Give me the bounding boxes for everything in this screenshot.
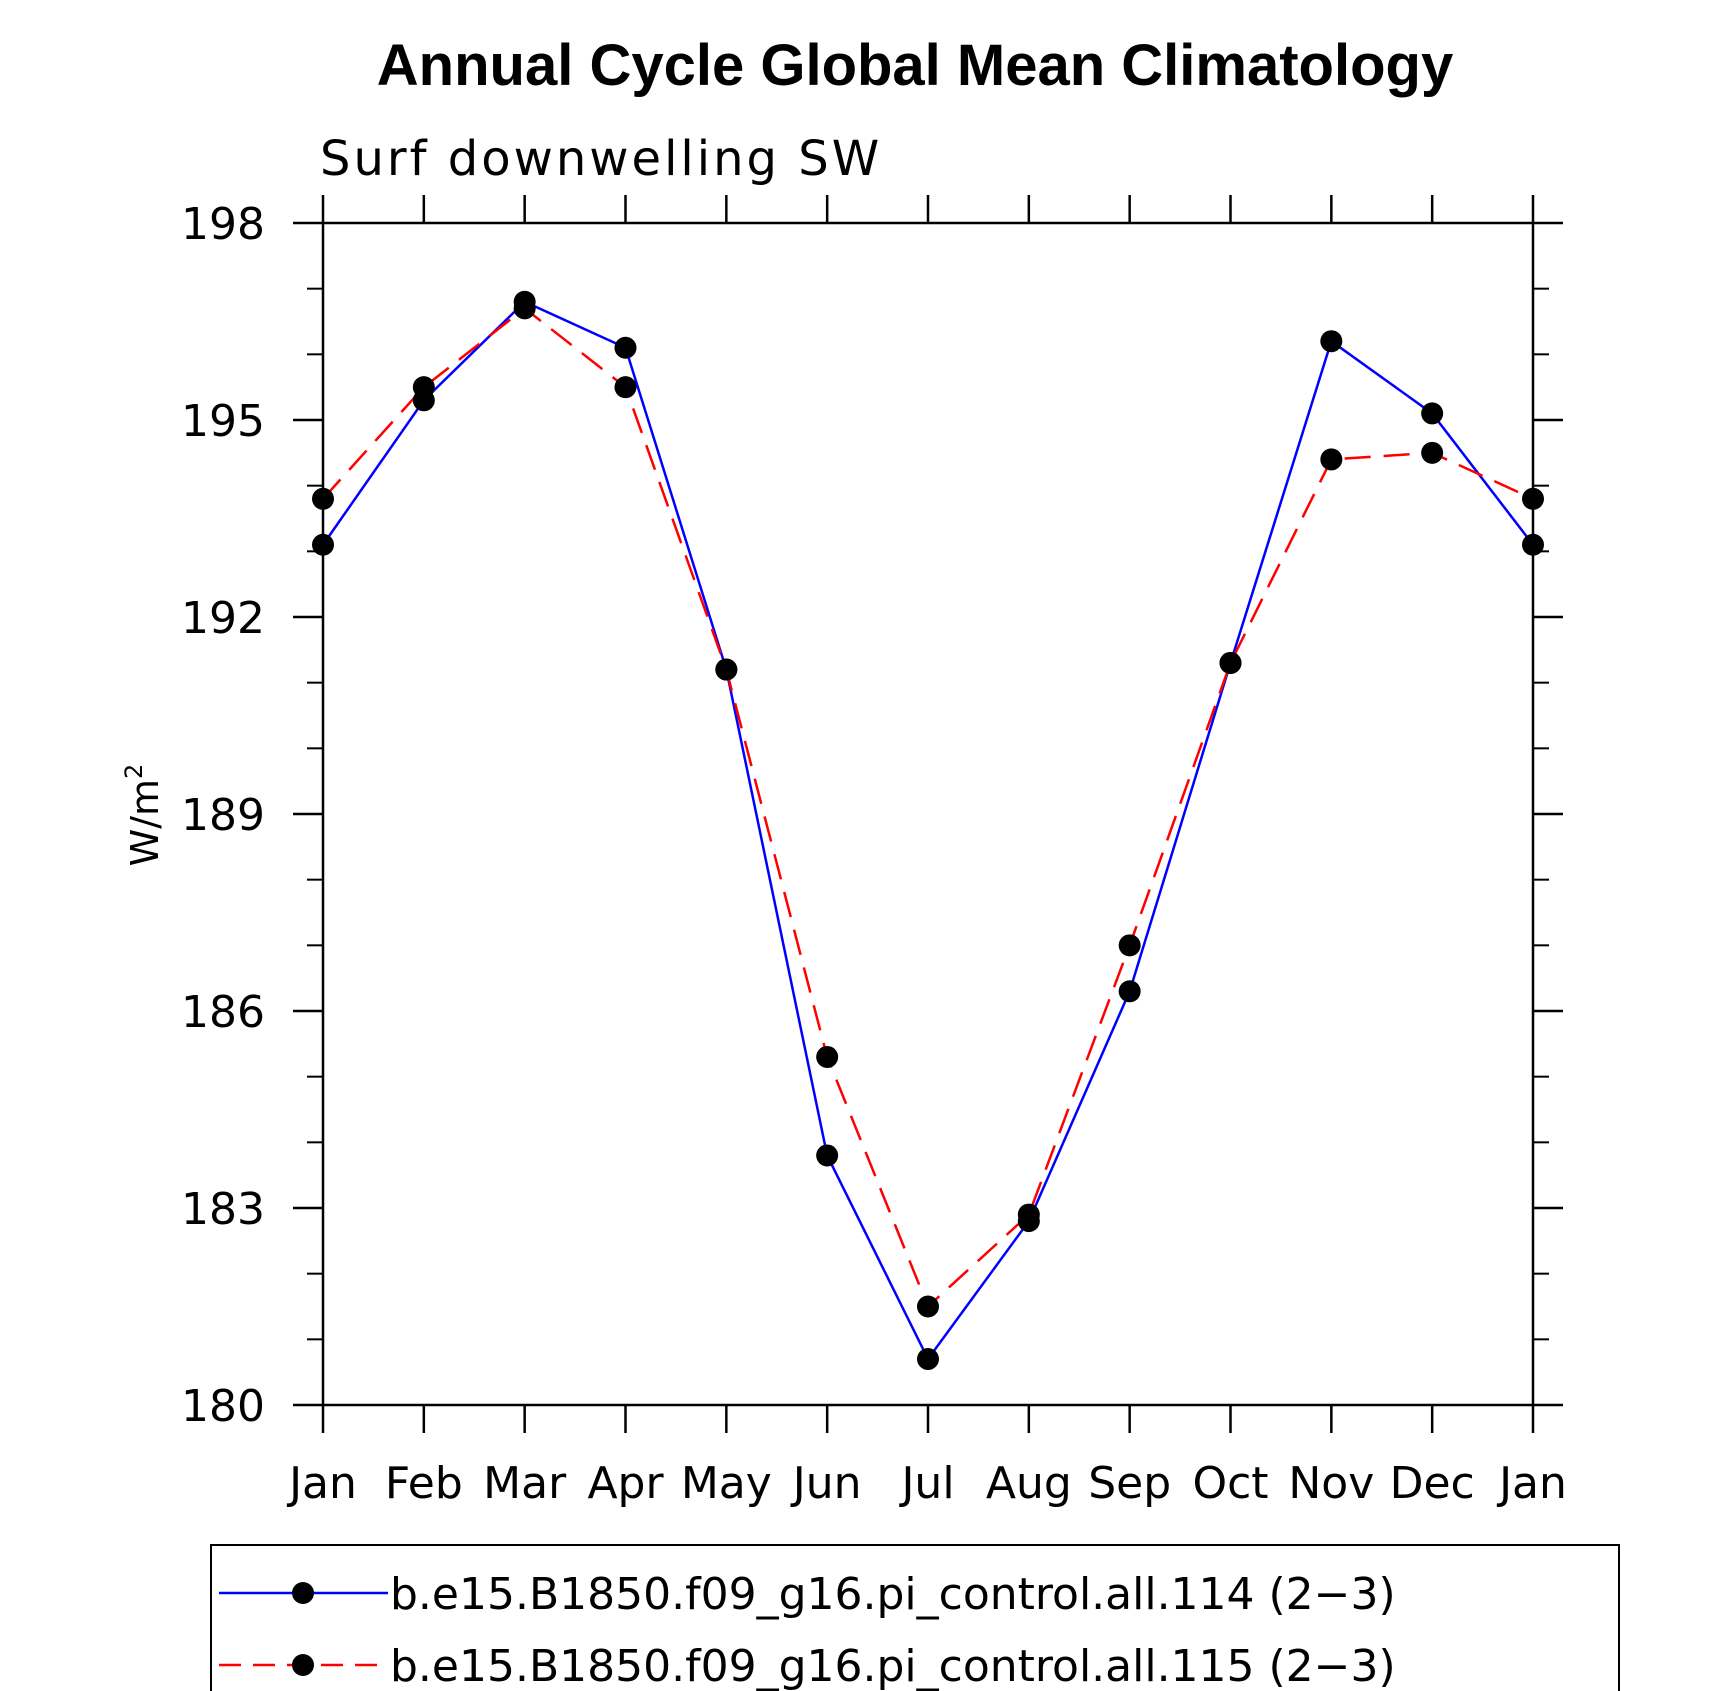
series-1-point: [1522, 533, 1544, 556]
series-line-1: [321, 300, 1534, 1362]
x-tick-label: May: [681, 1458, 772, 1509]
series-1-point: [816, 1144, 839, 1167]
x-tick-label: Feb: [385, 1458, 463, 1509]
series-2-point: [715, 658, 738, 681]
x-tick-label: Jun: [790, 1458, 862, 1509]
series-2-point: [312, 487, 334, 510]
y-axis-title: W/m2: [120, 764, 167, 867]
series-2-point: [412, 376, 435, 399]
y-axis-title-superscript: 2: [120, 764, 148, 779]
series-1-point: [1421, 402, 1444, 425]
legend-label-1: b.e15.B1850.f09_g16.pi_control.all.114 (…: [390, 1569, 1396, 1620]
x-tick-label: Aug: [986, 1458, 1072, 1509]
x-tick-label: Nov: [1288, 1458, 1374, 1509]
series-1-point: [614, 336, 637, 359]
series-2-point: [1017, 1203, 1040, 1226]
series-2-point: [1421, 441, 1444, 464]
chart-subtitle: Surf downwelling SW: [320, 131, 882, 187]
series-2-point: [1522, 487, 1544, 510]
x-tick-label: Apr: [587, 1458, 664, 1509]
series-line-2: [322, 306, 1534, 1309]
series-1-point: [312, 533, 334, 556]
legend-marker-1: [292, 1582, 314, 1604]
series-1-point: [917, 1348, 939, 1371]
legend: b.e15.B1850.f09_g16.pi_control.all.114 (…: [210, 1544, 1620, 1691]
series-2-point: [1320, 448, 1343, 471]
series-2-point: [816, 1045, 839, 1068]
y-tick-label: 183: [181, 1184, 265, 1235]
legend-marker-2: [292, 1654, 314, 1676]
series-1-point: [1320, 330, 1343, 353]
y-axis-title-text: W/m: [123, 779, 167, 866]
y-tick-label: 198: [181, 199, 265, 250]
axes: Jan Feb Mar Apr May Jun Jul Aug Sep Oct Nov Dec Jan 1…: [181, 195, 1567, 1509]
x-tick-label: Sep: [1088, 1458, 1171, 1509]
y-tick-label: 180: [181, 1381, 265, 1432]
series-2-point: [1219, 651, 1242, 674]
x-tick-label: Jul: [898, 1458, 954, 1509]
y-tick-label: 192: [181, 593, 265, 644]
x-tick-label: Jan: [286, 1458, 357, 1509]
x-tick-label: Dec: [1390, 1458, 1475, 1509]
x-tick-label: Oct: [1192, 1458, 1268, 1509]
y-tick-label: 189: [181, 790, 265, 841]
series-2-point: [917, 1295, 939, 1318]
plot-frame: [321, 221, 1535, 1407]
legend-box: [210, 1544, 1620, 1691]
series-1-point: [1118, 980, 1141, 1003]
series-2-point: [513, 297, 536, 320]
series-lines: [312, 290, 1544, 1371]
series-2-point: [614, 376, 637, 399]
x-tick-label: Jan: [1496, 1458, 1567, 1509]
y-tick-label: 195: [181, 396, 265, 447]
legend-label-2: b.e15.B1850.f09_g16.pi_control.all.115 (…: [390, 1641, 1396, 1691]
chart-title: Annual Cycle Global Mean Climatology: [377, 33, 1453, 98]
series-2-point: [1118, 934, 1141, 957]
svg-text:W/m2: W/m2: [120, 764, 167, 867]
y-tick-label: 186: [181, 987, 265, 1038]
x-tick-label: Mar: [483, 1458, 567, 1509]
